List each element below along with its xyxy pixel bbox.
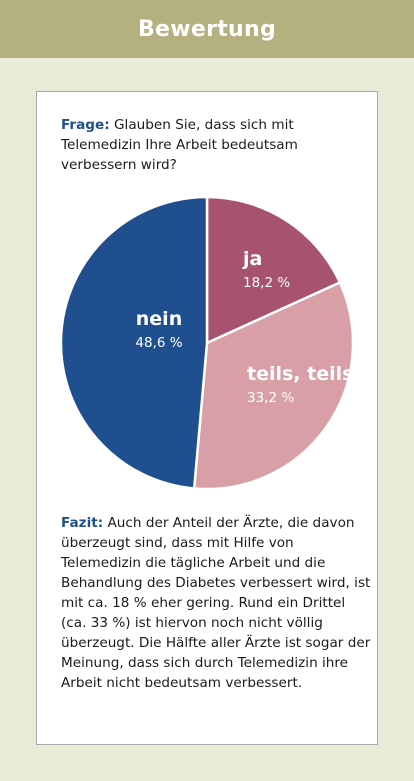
slice-label-ja: ja — [242, 248, 262, 270]
question-body: Glauben Sie, dass sich mit Telemedizin I… — [61, 117, 298, 173]
slice-label-teils-teils: teils, teils — [247, 363, 353, 385]
conclusion-body: Auch der Anteil der Ärzte, die davon übe… — [61, 515, 371, 691]
slice-value-ja: 18,2 % — [243, 275, 290, 291]
conclusion-keyword: Fazit: — [61, 515, 104, 531]
header-title: Bewertung — [137, 16, 277, 42]
slice-label-nein: nein — [136, 308, 182, 330]
question-text: Frage: Glauben Sie, dass sich mit Teleme… — [61, 115, 369, 175]
pie-slice-teils-teils — [192, 280, 355, 491]
header-bar: Bewertung — [0, 0, 414, 58]
pie-slice-nein — [59, 195, 209, 490]
question-keyword: Frage: — [61, 117, 110, 133]
pie-chart: ja 18,2 % teils, teils 33,2 % nein 48,6 % — [59, 195, 355, 491]
pie-slice-ja — [205, 195, 342, 345]
conclusion-text: Fazit: Auch der Anteil der Ärzte, die da… — [61, 513, 371, 693]
survey-card: Frage: Glauben Sie, dass sich mit Teleme… — [36, 91, 378, 745]
slice-value-teils-teils: 33,2 % — [247, 390, 294, 406]
slice-value-nein: 48,6 % — [135, 335, 182, 351]
